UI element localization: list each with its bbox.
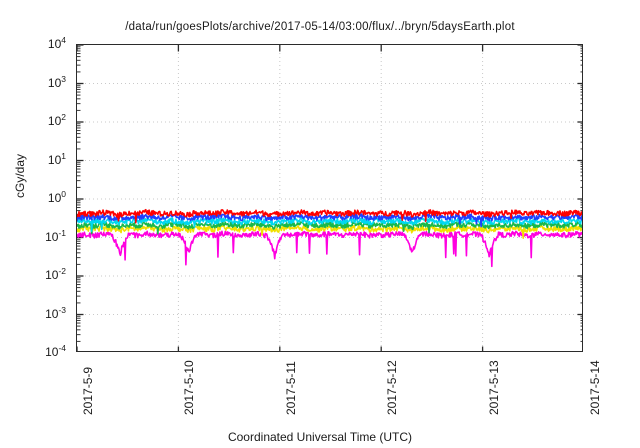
y-tick-label: 102 [47,112,66,128]
y-tick-label: 10-3 [45,304,66,321]
x-tick-label: 2017-5-12 [385,360,400,415]
plot-title: /data/run/goesPlots/archive/2017-05-14/0… [125,21,515,33]
y-tick-label: 10-2 [45,266,66,282]
x-tick-label: 2017-5-9 [81,366,95,415]
x-tick-label: 2017-5-13 [486,360,501,415]
x-tick-label: 2017-5-10 [182,360,197,415]
x-axis-title: Coordinated Universal Time (UTC) [227,430,413,444]
x-tick-label: 2017-5-11 [283,361,298,415]
y-tick-label: 10-4 [45,343,66,359]
y-tick-label: 103 [47,73,66,90]
y-tick-label: 10-1 [45,227,66,244]
y-tick-label: 104 [47,35,66,51]
x-tick-label: 2017-5-14 [588,360,602,415]
plot-area [76,44,583,352]
y-tick-label: 101 [47,150,66,167]
y-axis-title: cGy/day [13,153,27,199]
y-tick-label: 100 [47,189,66,205]
data-series-layer [77,208,582,268]
